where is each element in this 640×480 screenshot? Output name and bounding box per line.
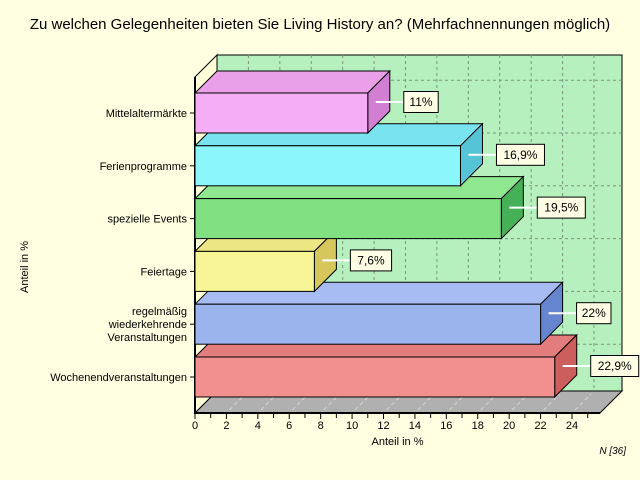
x-tick-label: 14: [409, 420, 421, 432]
floor-grid-dash: [229, 393, 246, 411]
callout-box: [495, 143, 545, 166]
floor-grid-dash: [386, 393, 403, 411]
x-tick-label: 6: [286, 420, 292, 432]
bar-front-face: [194, 145, 461, 187]
category-label: Mittelaltermärkte: [106, 108, 187, 120]
category-label: Feiertage: [141, 266, 187, 278]
value-callout: 19,5%: [509, 196, 586, 219]
category-label: spezielle Events: [108, 214, 188, 226]
value-label: 22%: [582, 306, 606, 320]
callout-box: [576, 302, 612, 325]
floor-grid-dash: [323, 393, 341, 411]
value-label: 19,5%: [544, 201, 578, 215]
floor-grid-dash: [543, 393, 560, 411]
value-label: 7,6%: [357, 253, 385, 267]
category-label: Ferienprogramme: [100, 161, 187, 173]
category-label: Wochenendveranstaltungen: [50, 372, 187, 384]
floor-grid-dash: [417, 393, 435, 411]
bar-row-0: [193, 69, 391, 135]
value-callout: 16,9%: [468, 143, 545, 166]
floor-grid-dash: [574, 393, 592, 411]
value-callout: 22,9%: [562, 355, 640, 377]
floor-grid-dash: [291, 393, 309, 411]
bar-front-face: [194, 303, 542, 345]
bar-front-face: [194, 250, 315, 292]
x-tick-label: 18: [472, 420, 484, 432]
bar-front-face: [194, 198, 502, 240]
x-tick-label: 2: [223, 420, 229, 432]
chart-title: Zu welchen Gelegenheiten bieten Sie Livi…: [29, 16, 611, 33]
callout-box: [349, 249, 393, 272]
callout-box: [403, 91, 439, 113]
floor-grid-dash: [448, 393, 466, 411]
callout-box: [536, 196, 586, 219]
x-tick-label: 20: [503, 420, 515, 432]
category-label: regelmäßig wiederkehrende Veranstaltungen: [107, 306, 187, 344]
floor-grid-dash: [480, 393, 498, 411]
value-label: 16,9%: [503, 148, 537, 162]
x-tick-label: 10: [346, 420, 358, 432]
sample-size-note: N [36]: [599, 446, 626, 457]
value-callout: 7,6%: [322, 249, 393, 272]
x-tick-label: 8: [318, 420, 324, 432]
bar-front-face: [194, 92, 369, 134]
floor-grid-dash: [354, 393, 372, 411]
bar-front-face: [194, 356, 556, 398]
floor-grid-dash: [260, 393, 278, 411]
bar-row-4: [193, 280, 564, 346]
value-label: 22,9%: [598, 359, 632, 373]
x-tick-label: 0: [192, 420, 198, 432]
value-callout: 22%: [548, 302, 612, 325]
floor-grid-dash: [511, 393, 529, 411]
x-axis-title: Anteil in %: [371, 436, 424, 448]
callout-box: [590, 355, 640, 377]
x-tick-label: 16: [440, 420, 452, 432]
x-tick-label: 22: [534, 420, 546, 432]
x-tick-label: 4: [255, 420, 261, 432]
x-tick-label: 12: [377, 420, 389, 432]
value-label: 11%: [409, 95, 432, 109]
bar-top-face: [193, 70, 391, 94]
value-callout: 11%: [375, 91, 439, 113]
x-tick-label: 24: [566, 420, 578, 432]
